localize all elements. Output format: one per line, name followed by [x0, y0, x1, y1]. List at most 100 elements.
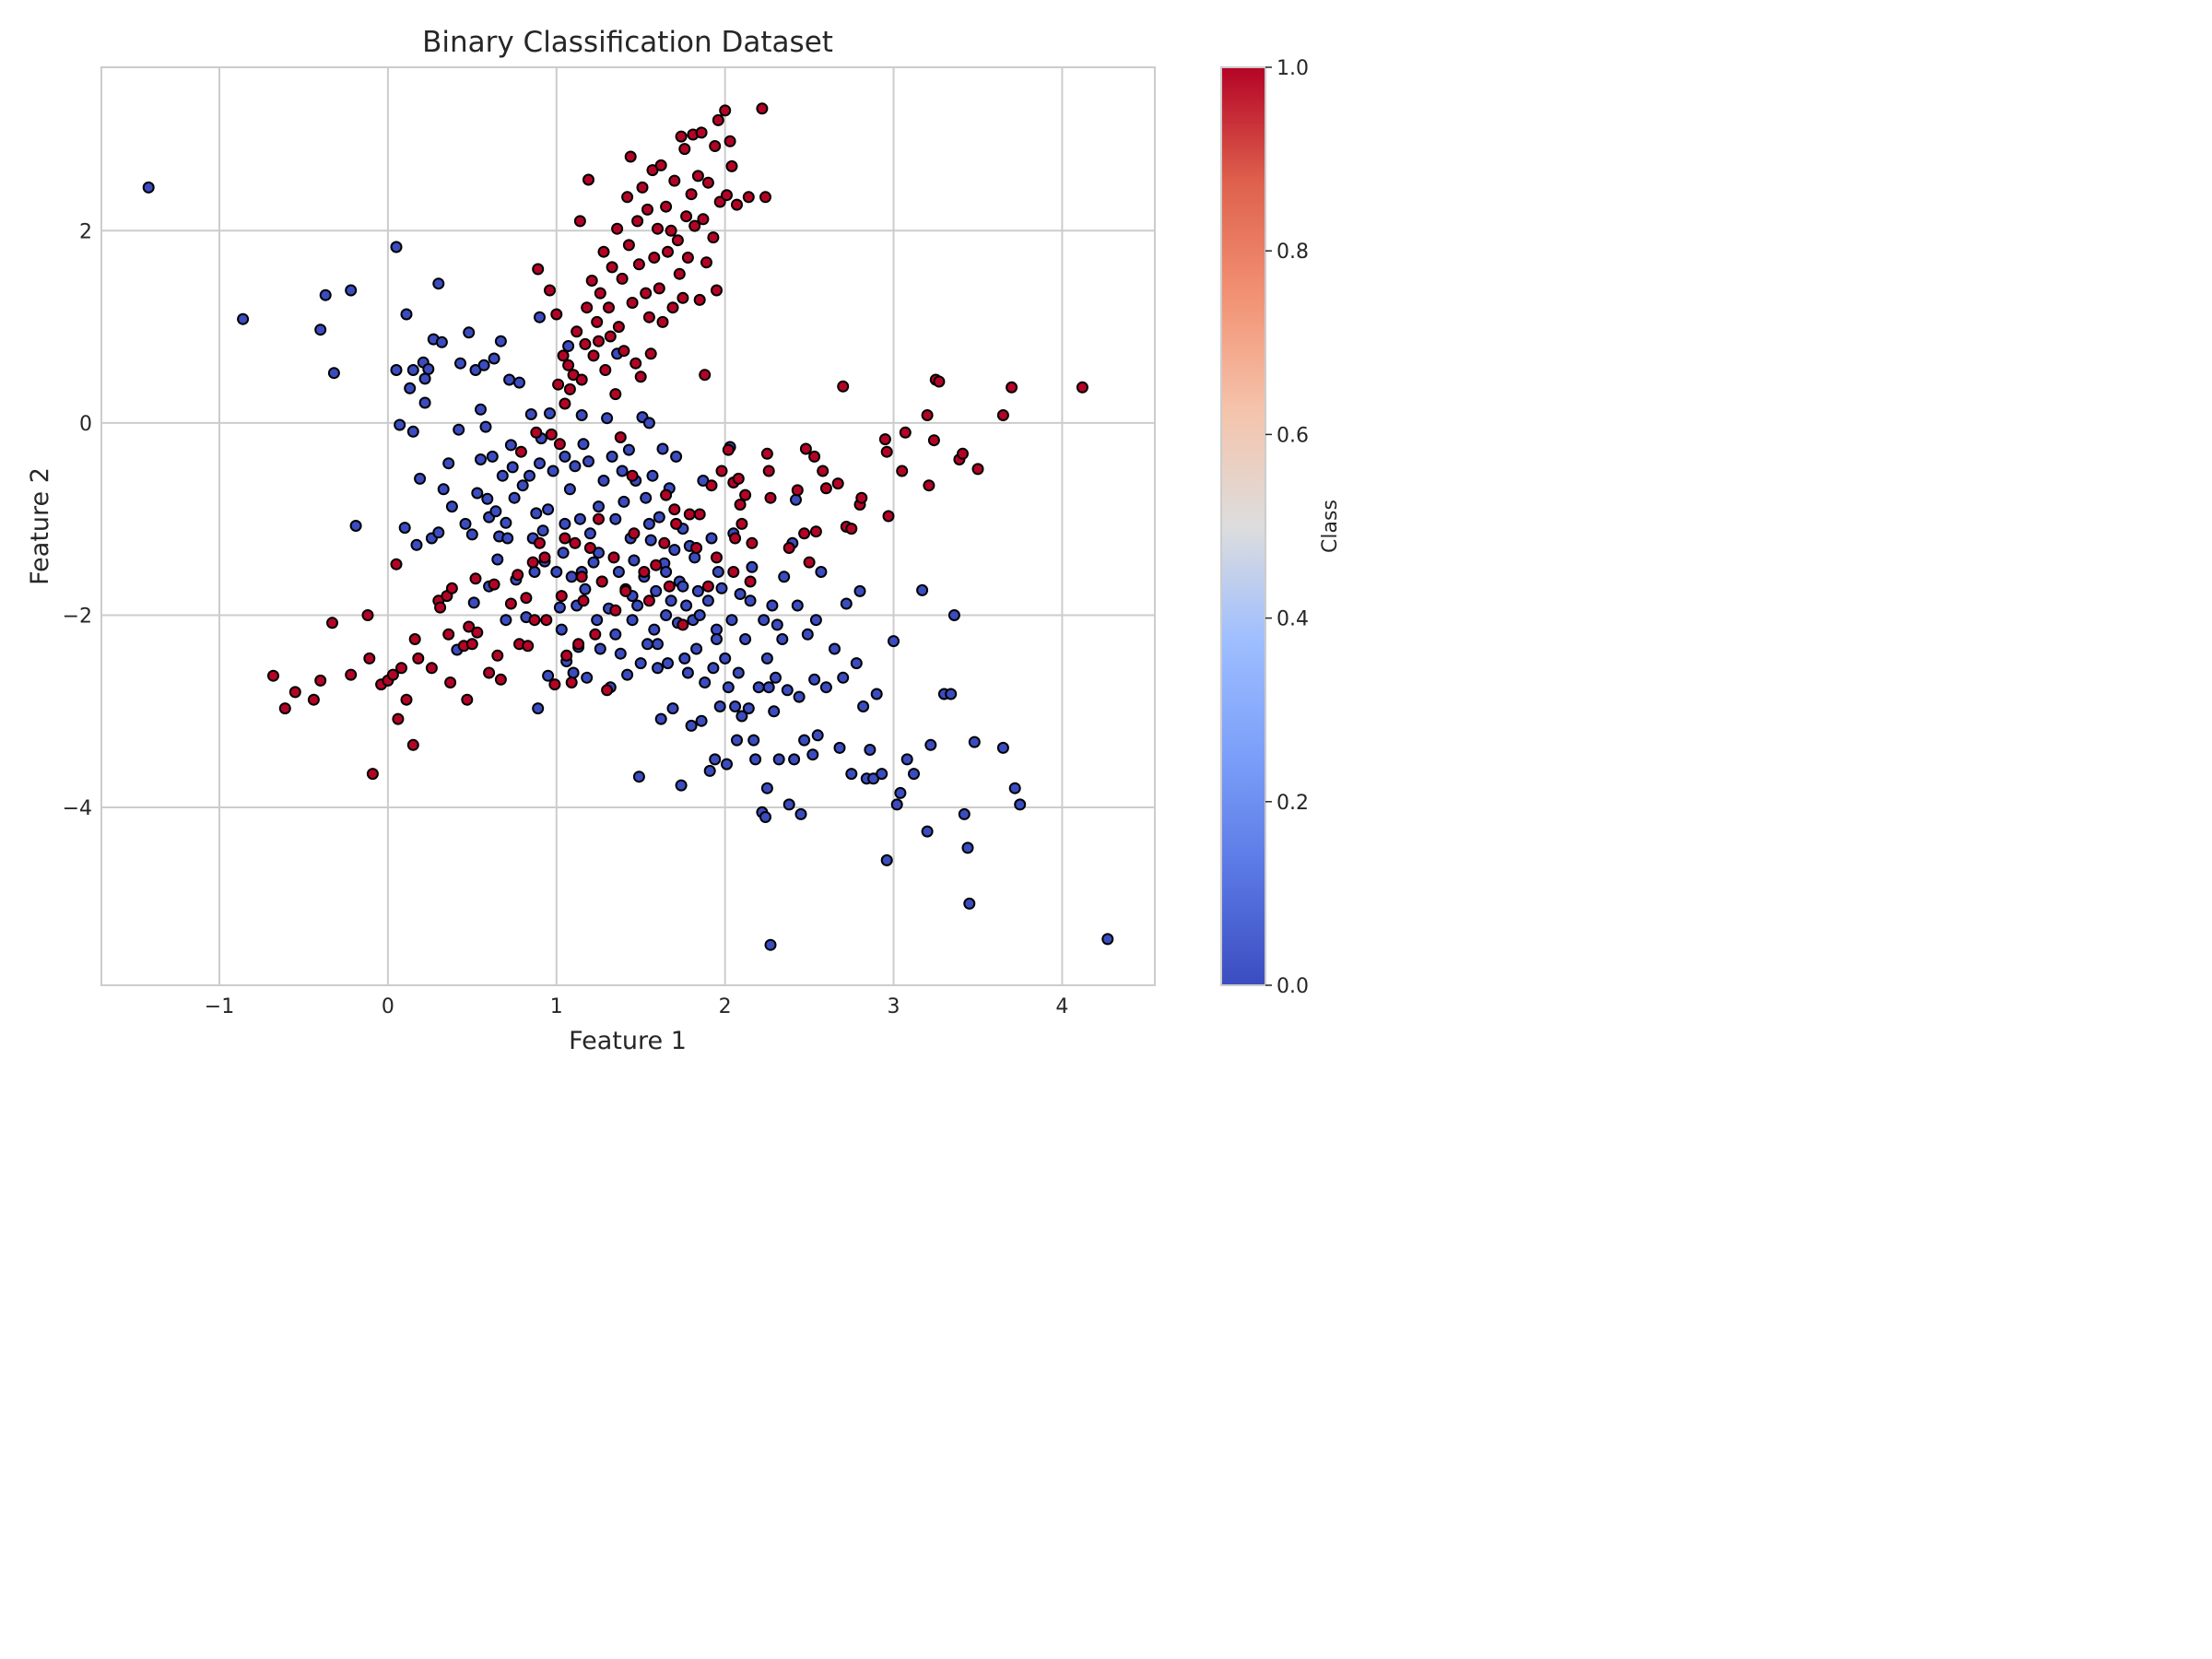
data-point-class-0 [565, 571, 578, 583]
colorbar-tick-label: 0.0 [1277, 975, 1309, 998]
data-point-class-0 [583, 527, 596, 540]
data-point-class-1 [762, 465, 775, 477]
data-point-class-0 [477, 359, 490, 371]
x-axis-ticks: −1 0 1 2 3 4 [205, 995, 1069, 1018]
data-point-class-1 [326, 617, 338, 629]
data-point-class-1 [671, 234, 684, 247]
data-point-class-0 [772, 753, 785, 766]
data-point-class-1 [512, 569, 524, 582]
data-point-class-1 [483, 666, 496, 679]
data-point-class-1 [559, 397, 571, 410]
data-point-class-0 [642, 517, 655, 530]
chart-title: Binary Classification Dataset [422, 26, 833, 59]
data-point-class-0 [691, 584, 704, 597]
data-point-class-1 [593, 335, 605, 347]
data-point-class-1 [971, 463, 984, 476]
colorbar-tick-label: 0.2 [1277, 792, 1309, 815]
y-tick-label: 2 [79, 220, 92, 243]
data-point-class-0 [435, 335, 448, 348]
data-point-class-1 [555, 590, 568, 603]
data-point-class-0 [616, 465, 629, 477]
data-point-class-1 [734, 499, 747, 511]
data-point-class-0 [668, 544, 681, 557]
data-point-class-1 [746, 536, 759, 549]
data-point-class-0 [432, 526, 445, 539]
data-point-class-0 [760, 782, 773, 794]
data-point-class-1 [392, 712, 405, 725]
data-point-class-0 [406, 425, 419, 438]
data-point-class-1 [538, 551, 551, 564]
data-point-class-1 [688, 219, 701, 232]
data-point-class-1 [739, 488, 752, 501]
data-point-class-0 [345, 284, 358, 297]
data-point-class-1 [534, 536, 546, 549]
data-point-class-0 [237, 312, 250, 325]
data-point-class-0 [770, 671, 782, 684]
data-point-class-1 [618, 345, 630, 358]
data-point-class-1 [434, 601, 447, 614]
data-point-class-0 [747, 734, 760, 747]
data-point-class-0 [553, 601, 566, 614]
data-point-class-1 [819, 482, 832, 495]
data-point-class-0 [562, 340, 575, 352]
data-point-class-0 [771, 618, 783, 631]
data-point-class-0 [614, 647, 627, 660]
data-point-class-0 [567, 666, 580, 679]
data-point-class-0 [690, 642, 703, 655]
data-point-class-0 [577, 438, 590, 451]
data-point-class-0 [701, 594, 714, 607]
x-tick-label: 1 [550, 995, 563, 1018]
data-point-class-0 [829, 642, 841, 655]
data-point-class-1 [585, 275, 598, 287]
data-point-class-0 [547, 465, 559, 477]
data-point-class-0 [921, 825, 934, 838]
data-point-class-1 [711, 284, 723, 297]
data-point-class-1 [288, 686, 301, 699]
data-point-class-0 [778, 571, 791, 583]
data-point-class-1 [660, 488, 673, 501]
data-point-class-0 [788, 753, 801, 766]
data-point-class-0 [677, 580, 689, 593]
data-point-class-1 [604, 330, 617, 343]
data-point-class-1 [668, 174, 681, 187]
data-point-class-1 [612, 321, 625, 334]
data-point-class-1 [650, 559, 663, 571]
data-point-class-0 [850, 657, 863, 670]
data-point-class-0 [609, 628, 622, 641]
data-point-class-1 [491, 649, 504, 662]
data-point-class-1 [267, 669, 279, 682]
data-point-class-0 [534, 457, 546, 470]
data-point-class-0 [695, 714, 708, 727]
data-point-class-0 [1014, 798, 1027, 811]
data-point-class-0 [467, 596, 480, 609]
data-point-class-0 [806, 748, 819, 761]
data-point-class-1 [764, 491, 777, 504]
data-point-class-1 [1076, 381, 1088, 394]
data-point-class-0 [542, 669, 555, 682]
x-tick-label: 2 [719, 995, 732, 1018]
data-point-class-1 [560, 649, 573, 662]
data-point-class-0 [475, 403, 487, 416]
data-point-class-1 [587, 349, 600, 362]
data-point-class-0 [486, 450, 499, 463]
data-point-class-0 [587, 556, 600, 569]
data-point-class-0 [445, 500, 458, 513]
data-point-class-1 [573, 215, 586, 228]
data-point-class-0 [524, 469, 535, 482]
data-point-class-1 [629, 357, 642, 370]
data-point-class-0 [398, 522, 411, 535]
data-point-class-0 [762, 681, 775, 694]
data-point-class-0 [675, 779, 688, 792]
data-point-class-0 [749, 753, 762, 766]
data-point-class-1 [681, 252, 694, 264]
data-point-class-1 [658, 536, 671, 549]
data-point-class-1 [654, 159, 667, 171]
data-point-class-1 [589, 628, 602, 641]
data-point-class-1 [927, 434, 940, 447]
data-point-class-0 [958, 807, 971, 820]
data-point-class-1 [933, 375, 946, 388]
data-point-class-1 [691, 170, 704, 182]
data-point-class-0 [864, 744, 877, 756]
data-point-class-0 [746, 560, 759, 573]
data-point-class-0 [628, 554, 641, 567]
